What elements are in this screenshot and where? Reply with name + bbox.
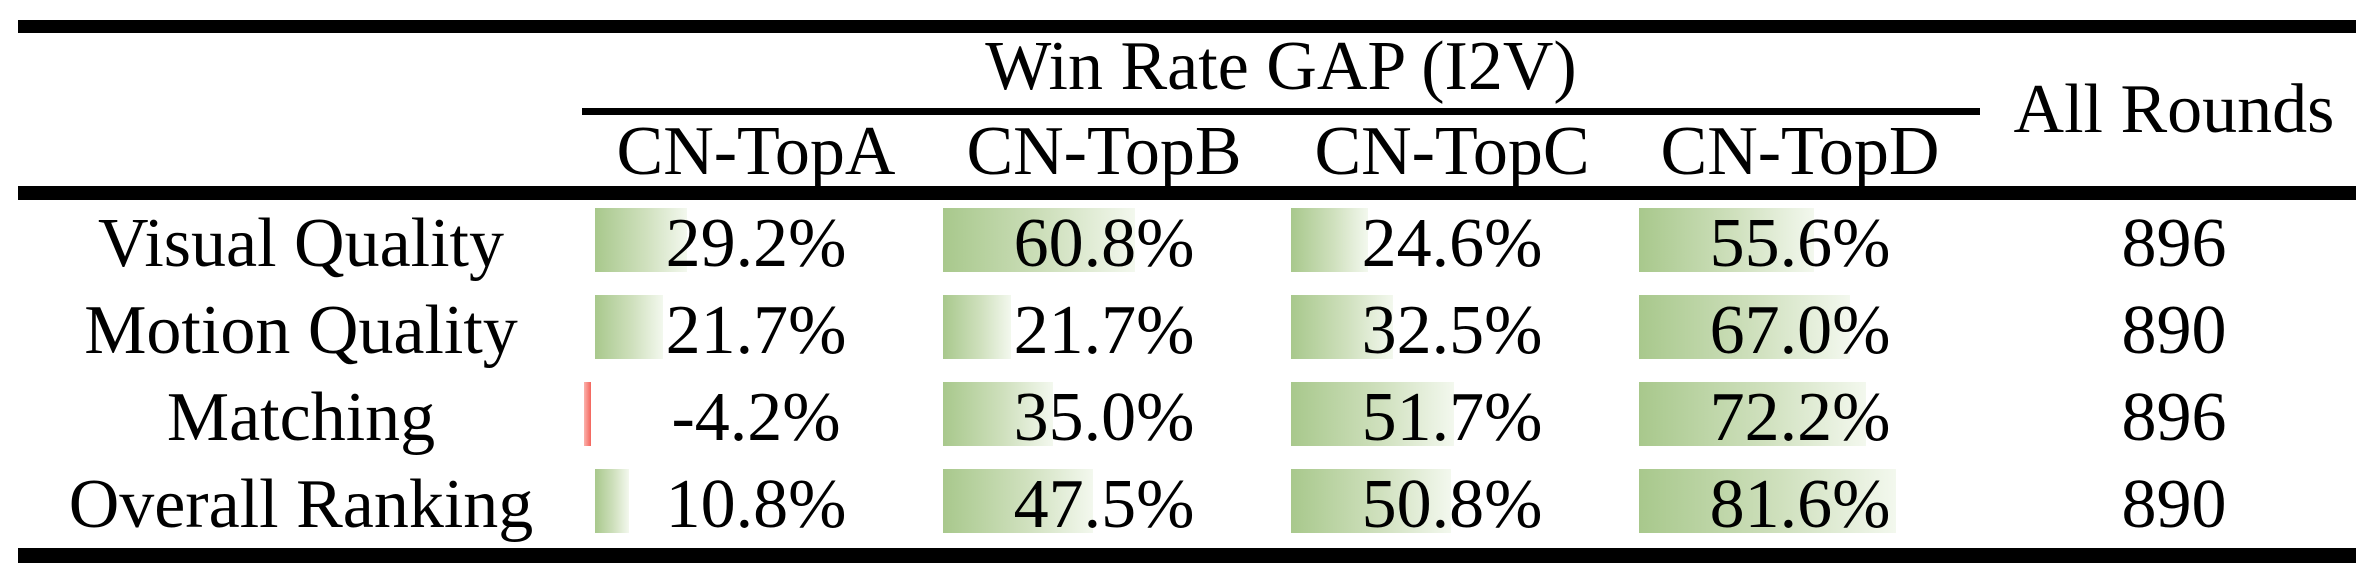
col-header-cn-topa: CN-TopA: [616, 113, 896, 190]
value-cell: 24.6%: [1278, 200, 1626, 287]
table-row-matching: Matching -4.2% 35.0% 51.7% 72.2% 896: [0, 374, 2374, 461]
cell-value: 50.8%: [1361, 466, 1543, 543]
row-label: Matching: [166, 379, 436, 456]
value-cell: 51.7%: [1278, 374, 1626, 461]
row-label: Motion Quality: [84, 292, 518, 369]
value-cell: 55.6%: [1626, 200, 1974, 287]
cell-value: 35.0%: [1013, 379, 1195, 456]
row-label: Visual Quality: [97, 205, 505, 282]
value-cell: 50.8%: [1278, 461, 1626, 548]
row-label: Overall Ranking: [68, 466, 534, 543]
cell-value: 81.6%: [1709, 466, 1891, 543]
value-cell: 21.7%: [582, 287, 930, 374]
rule-under-group-header: [582, 108, 1980, 115]
cell-value: 72.2%: [1709, 379, 1891, 456]
data-bar: [1639, 469, 1896, 533]
value-cell: 72.2%: [1626, 374, 1974, 461]
data-bar: [1291, 382, 1454, 446]
cell-value: 29.2%: [665, 205, 847, 282]
data-bar: [943, 382, 1053, 446]
table-row-overall-ranking: Overall Ranking 10.8% 47.5% 50.8% 81.6% …: [0, 461, 2374, 548]
col-header-cn-topc: CN-TopC: [1314, 113, 1590, 190]
value-cell: -4.2%: [582, 374, 930, 461]
cell-value: 21.7%: [665, 292, 847, 369]
all-rounds-value: 890: [2121, 466, 2227, 543]
value-cell: 35.0%: [930, 374, 1278, 461]
value-cell: 29.2%: [582, 200, 930, 287]
data-bar: [1291, 469, 1451, 533]
value-cell: 81.6%: [1626, 461, 1974, 548]
value-cell: 21.7%: [930, 287, 1278, 374]
cell-value: 24.6%: [1361, 205, 1543, 282]
col-header-cn-topd: CN-TopD: [1660, 113, 1940, 190]
data-bar: [943, 469, 1093, 533]
table-row-motion-quality: Motion Quality 21.7% 21.7% 32.5% 67.0% 8…: [0, 287, 2374, 374]
data-bar-negative: [584, 382, 591, 446]
data-bar: [1291, 208, 1368, 272]
data-bar: [1639, 208, 1814, 272]
value-cell: 67.0%: [1626, 287, 1974, 374]
data-bar: [1291, 295, 1393, 359]
cell-value: 60.8%: [1013, 205, 1195, 282]
data-bar: [1639, 295, 1850, 359]
data-bar: [595, 469, 629, 533]
cell-value: 47.5%: [1013, 466, 1195, 543]
all-rounds-header: All Rounds: [2013, 71, 2335, 148]
cell-value: 55.6%: [1709, 205, 1891, 282]
cell-value: 10.8%: [665, 466, 847, 543]
cell-value: 21.7%: [1013, 292, 1195, 369]
data-bar: [943, 295, 1011, 359]
col-header-cn-topb: CN-TopB: [966, 113, 1242, 190]
table-row-visual-quality: Visual Quality 29.2% 60.8% 24.6% 55.6% 8…: [0, 200, 2374, 287]
cell-value: 32.5%: [1361, 292, 1543, 369]
value-cell: 32.5%: [1278, 287, 1626, 374]
data-bar: [595, 295, 663, 359]
data-bar: [1639, 382, 1866, 446]
rule-top: [18, 20, 2356, 33]
data-bar: [943, 208, 1135, 272]
value-cell: 60.8%: [930, 200, 1278, 287]
all-rounds-value: 890: [2121, 292, 2227, 369]
cell-value: -4.2%: [671, 379, 841, 456]
value-cell: 10.8%: [582, 461, 930, 548]
data-bar: [595, 208, 687, 272]
rule-header-separator: [18, 186, 2356, 200]
cell-value: 51.7%: [1361, 379, 1543, 456]
all-rounds-value: 896: [2121, 379, 2227, 456]
value-cell: 47.5%: [930, 461, 1278, 548]
all-rounds-value: 896: [2121, 205, 2227, 282]
rule-bottom: [18, 548, 2356, 563]
cell-value: 67.0%: [1709, 292, 1891, 369]
group-header: Win Rate GAP (I2V): [985, 28, 1577, 105]
